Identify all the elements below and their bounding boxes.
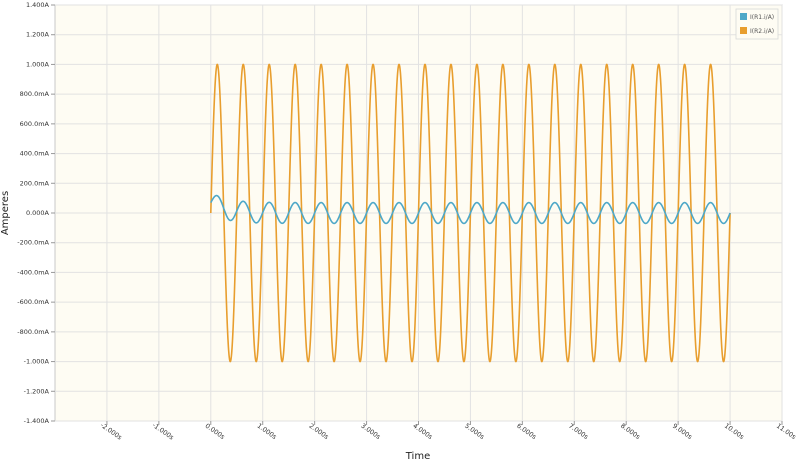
y-tick-label: 400.0mA xyxy=(20,150,50,158)
y-tick-label: -1.400A xyxy=(24,417,50,425)
x-tick-label: 6.000s xyxy=(515,422,538,442)
series-lines xyxy=(209,63,731,363)
legend-swatch-r1 xyxy=(740,13,747,20)
y-tick-label: 200.0mA xyxy=(20,179,50,187)
y-tick-label: 1.000A xyxy=(26,60,50,68)
x-tick-label: 1.000s xyxy=(256,422,279,442)
x-tick-label: -2.000s xyxy=(99,421,124,442)
y-tick-label: 600.0mA xyxy=(20,120,50,128)
legend-label-r2: I(R2.i/A) xyxy=(750,28,774,35)
y-tick-labels: 1.400A 1.200A 1.000A 800.0mA 600.0mA 400.0mA 2… xyxy=(17,1,49,425)
y-tick-label: 800.0mA xyxy=(20,90,50,98)
y-tick-label: 1.400A xyxy=(26,1,50,9)
legend-label-r1: I(R1.i/A) xyxy=(750,14,774,21)
x-tick-label: 2.000s xyxy=(307,422,330,442)
series-line-r1 xyxy=(210,194,731,225)
x-tick-label: 9.000s xyxy=(671,422,694,442)
y-tick-label: 1.200A xyxy=(26,31,50,39)
legend-swatch-r2 xyxy=(740,27,747,34)
y-tick-label: -800.0mA xyxy=(17,328,49,336)
y-tick-label: 0.000A xyxy=(26,209,50,217)
legend: I(R1.i/A) I(R2.i/A) xyxy=(735,8,779,40)
y-tick-label: -1.200A xyxy=(24,387,50,395)
y-tick-label: -600.0mA xyxy=(17,298,49,306)
x-tick-label: 8.000s xyxy=(619,422,642,442)
x-tick-label: 11.00s xyxy=(775,422,798,442)
x-tick-label: 4.000s xyxy=(411,422,434,442)
x-tick-labels: -2.000s -1.000s 0.000s 1.000s 2.000s 3.000s 4.… xyxy=(99,421,798,442)
x-tick-label: 5.000s xyxy=(463,422,486,442)
y-axis-label: Amperes xyxy=(0,191,11,235)
y-tick-label: -1.000A xyxy=(24,358,50,366)
y-tick-label: -400.0mA xyxy=(17,268,49,276)
x-axis-label: Time xyxy=(405,451,430,462)
x-tick-label: 3.000s xyxy=(359,422,382,442)
x-tick-label: -1.000s xyxy=(151,421,176,442)
x-tick-label: 7.000s xyxy=(567,422,590,442)
x-tick-label: 10.00s xyxy=(723,422,746,442)
y-tick-label: -200.0mA xyxy=(17,239,49,247)
x-tick-label: 0.000s xyxy=(204,422,227,442)
